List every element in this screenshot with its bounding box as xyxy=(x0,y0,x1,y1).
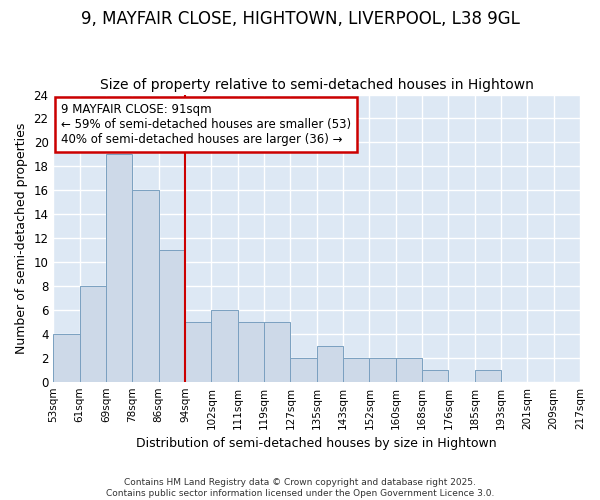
Bar xyxy=(159,250,185,382)
Bar xyxy=(395,358,422,382)
Text: 9 MAYFAIR CLOSE: 91sqm
← 59% of semi-detached houses are smaller (53)
40% of sem: 9 MAYFAIR CLOSE: 91sqm ← 59% of semi-det… xyxy=(61,103,352,146)
Bar xyxy=(343,358,370,382)
Text: 9, MAYFAIR CLOSE, HIGHTOWN, LIVERPOOL, L38 9GL: 9, MAYFAIR CLOSE, HIGHTOWN, LIVERPOOL, L… xyxy=(80,10,520,28)
Bar xyxy=(264,322,290,382)
Bar xyxy=(475,370,501,382)
Bar xyxy=(106,154,133,382)
X-axis label: Distribution of semi-detached houses by size in Hightown: Distribution of semi-detached houses by … xyxy=(136,437,497,450)
Y-axis label: Number of semi-detached properties: Number of semi-detached properties xyxy=(15,122,28,354)
Bar xyxy=(370,358,395,382)
Bar xyxy=(422,370,448,382)
Title: Size of property relative to semi-detached houses in Hightown: Size of property relative to semi-detach… xyxy=(100,78,533,92)
Bar xyxy=(133,190,159,382)
Bar xyxy=(317,346,343,382)
Bar xyxy=(290,358,317,382)
Bar xyxy=(211,310,238,382)
Bar xyxy=(80,286,106,382)
Text: Contains HM Land Registry data © Crown copyright and database right 2025.
Contai: Contains HM Land Registry data © Crown c… xyxy=(106,478,494,498)
Bar xyxy=(53,334,80,382)
Bar xyxy=(185,322,211,382)
Bar xyxy=(238,322,264,382)
